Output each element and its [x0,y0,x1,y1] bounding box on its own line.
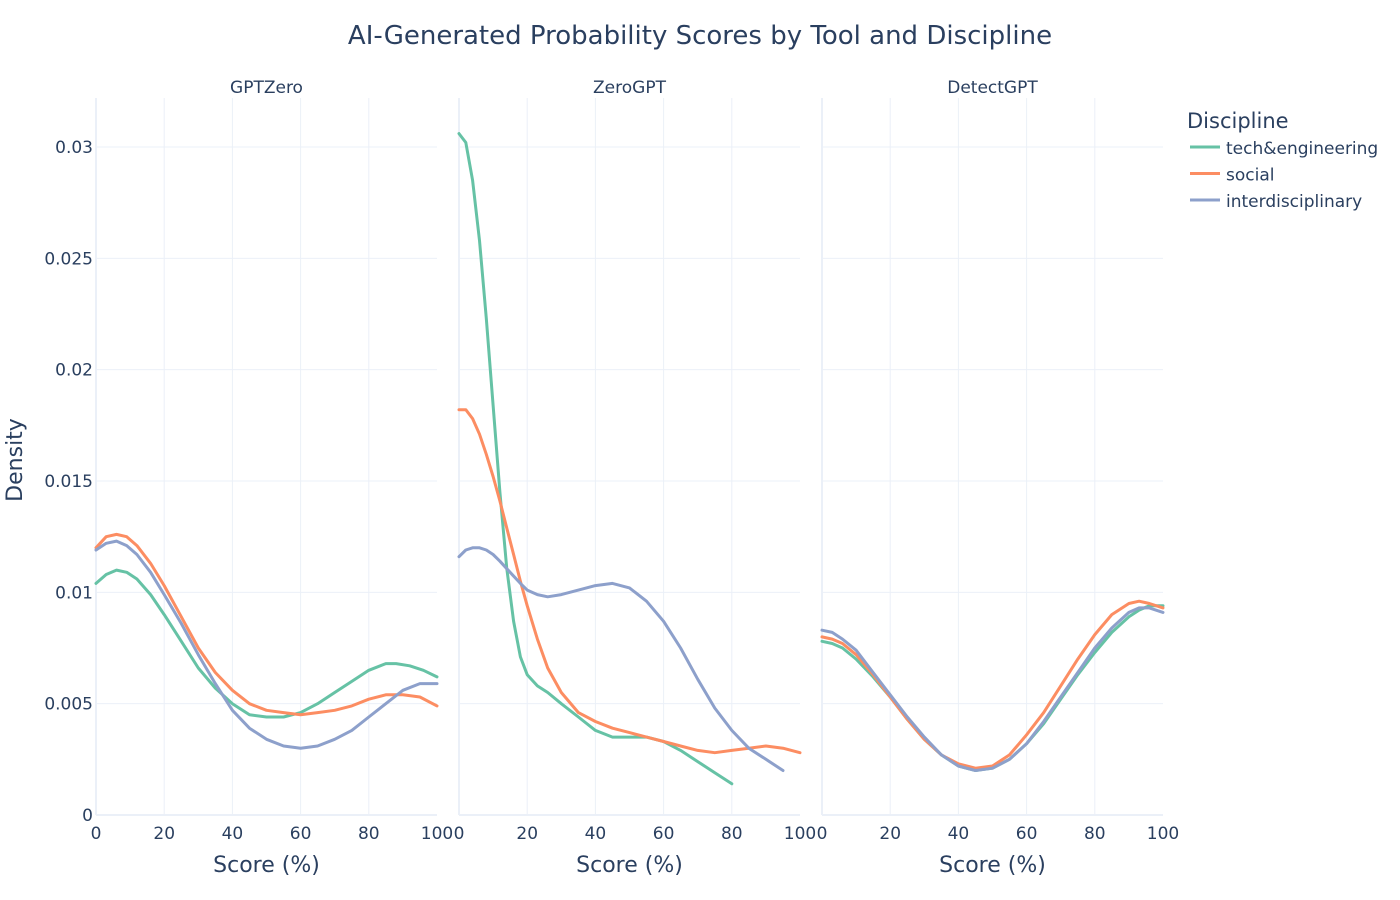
y-axis-label: Density [3,418,28,502]
legend-label: tech&engineering [1226,139,1378,159]
legend-title: Discipline [1187,109,1289,133]
x-axis-label: Score (%) [213,853,320,878]
x-tick-label: 60 [653,824,675,844]
series-line-tech-engineering[interactable] [820,604,1165,772]
y-tick-label: 0.01 [55,583,93,603]
series-line-social[interactable] [457,408,802,755]
series-line-social[interactable] [820,599,1165,770]
x-tick-label: 40 [222,824,244,844]
y-tick-label: 0.025 [44,249,93,269]
x-tick-label: 80 [1084,824,1106,844]
y-tick-label: 0 [82,806,93,826]
panel-subtitle: DetectGPT [947,78,1038,98]
panel-subtitle: GPTZero [230,78,303,98]
panel-subtitle: ZeroGPT [593,78,667,98]
x-tick-label: 20 [516,824,538,844]
x-tick-label: 60 [1016,824,1038,844]
x-axis-label: Score (%) [939,853,1046,878]
y-axis-ticks: 0 0.005 0.01 0.015 0.02 0.025 0.03 [44,138,93,826]
series-line-interdisciplinary[interactable] [820,606,1165,772]
y-tick-label: 0.03 [55,138,93,158]
panel-gptzero: GPTZero 0 20 40 60 80 100 Score (%) [91,78,454,878]
y-tick-label: 0.015 [44,472,93,492]
x-tick-label: 20 [879,824,901,844]
x-tick-label: 0 [817,824,828,844]
x-tick-label: 100 [421,824,453,844]
x-tick-label: 100 [784,824,816,844]
legend-label: interdisciplinary [1226,192,1362,212]
series-line-tech-engineering[interactable] [94,568,439,719]
legend-label: social [1226,166,1274,186]
x-tick-label: 100 [1147,824,1179,844]
x-tick-label: 80 [358,824,380,844]
series-line-interdisciplinary[interactable] [457,546,785,772]
legend-item[interactable]: social [1190,166,1274,186]
x-axis-label: Score (%) [576,853,683,878]
y-tick-label: 0.02 [55,361,93,381]
x-tick-label: 0 [454,824,465,844]
panels: GPTZero 0 20 40 60 80 100 Score (%) ZeroGPT 0 20 40… [91,78,1180,878]
panel-zerogpt: ZeroGPT 0 20 40 60 80 100 Score (%) [454,78,817,878]
series-line-social[interactable] [94,532,439,717]
legend-item[interactable]: interdisciplinary [1190,192,1362,212]
x-tick-label: 40 [585,824,607,844]
legend[interactable]: Discipline tech&engineering social interdi… [1187,109,1378,212]
x-tick-label: 80 [721,824,743,844]
x-tick-label: 20 [153,824,175,844]
y-tick-label: 0.005 [44,695,93,715]
x-tick-label: 0 [91,824,102,844]
x-tick-label: 40 [948,824,970,844]
series-line-interdisciplinary[interactable] [94,539,439,750]
x-tick-label: 60 [290,824,312,844]
panel-detectgpt: DetectGPT 0 20 40 60 80 100 Score (%) [817,78,1180,878]
legend-item[interactable]: tech&engineering [1190,139,1378,159]
chart-title: AI-Generated Probability Scores by Tool … [348,21,1052,51]
